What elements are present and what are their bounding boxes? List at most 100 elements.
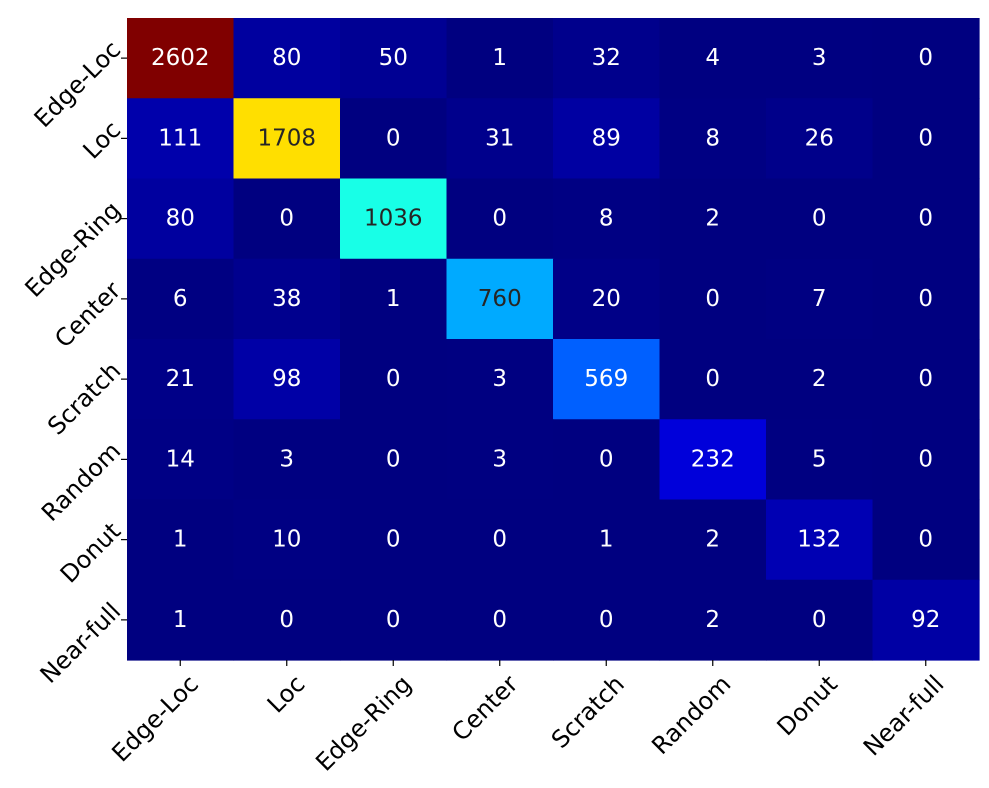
cell-value-label: 1036 — [364, 206, 423, 232]
heatmap-cell — [659, 98, 767, 180]
cell-value-label: 232 — [691, 446, 735, 472]
heatmap-cell — [766, 98, 874, 180]
heatmap-cell — [233, 499, 341, 581]
y-tick-label: Center — [49, 276, 126, 353]
x-tick-label: Loc — [262, 670, 311, 719]
heatmap-cell — [659, 178, 767, 260]
cell-value-label: 21 — [166, 366, 195, 392]
cell-value-label: 5 — [812, 446, 827, 472]
x-tick-label: Center — [447, 670, 524, 747]
cell-value-label: 50 — [379, 45, 408, 71]
heatmap-cell — [127, 18, 235, 99]
cell-value-label: 0 — [705, 286, 720, 312]
cell-value-label: 14 — [166, 446, 195, 472]
cell-value-label: 111 — [158, 125, 202, 151]
heatmap-cell — [766, 419, 874, 501]
cell-value-label: 3 — [279, 446, 294, 472]
cell-value-label: 0 — [812, 607, 827, 633]
heatmap-cell — [233, 18, 341, 99]
heatmap-cell — [233, 579, 341, 661]
heatmap-cell — [766, 18, 874, 99]
cell-value-label: 0 — [918, 45, 933, 71]
y-tick-label: Donut — [55, 517, 126, 588]
x-tick-label: Near-full — [858, 670, 950, 762]
heatmap-cell — [127, 258, 235, 340]
cell-value-label: 0 — [386, 125, 401, 151]
cell-value-label: 2 — [705, 527, 720, 553]
heatmap-cell — [553, 18, 661, 99]
heatmap-cell — [127, 499, 235, 581]
cell-value-label: 0 — [918, 125, 933, 151]
heatmap-cell — [340, 98, 448, 180]
heatmap-cell — [340, 339, 448, 420]
cell-value-label: 0 — [918, 366, 933, 392]
cell-value-label: 0 — [386, 527, 401, 553]
heatmap-cell — [127, 178, 235, 260]
heatmap-cell — [127, 339, 235, 420]
cell-value-label: 38 — [272, 286, 301, 312]
heatmap-cell — [553, 258, 661, 340]
cell-value-label: 1 — [599, 527, 614, 553]
heatmap-cell — [766, 258, 874, 340]
y-tick-label: Edge-Loc — [29, 36, 127, 134]
x-tick-label: Donut — [772, 670, 843, 741]
cell-value-label: 80 — [272, 45, 301, 71]
cell-value-label: 0 — [279, 607, 294, 633]
cell-value-label: 3 — [812, 45, 827, 71]
cell-value-label: 0 — [705, 366, 720, 392]
heatmap-cell — [446, 178, 554, 260]
cell-value-label: 26 — [805, 125, 834, 151]
heatmap-cell — [233, 419, 341, 501]
cell-value-label: 10 — [272, 527, 301, 553]
cell-value-label: 0 — [918, 527, 933, 553]
cell-value-label: 760 — [478, 286, 522, 312]
heatmap-cells — [127, 18, 980, 661]
heatmap-cell — [127, 419, 235, 501]
cell-value-label: 1 — [173, 527, 188, 553]
x-tick-label: Scratch — [546, 670, 630, 754]
cell-value-label: 3 — [492, 446, 507, 472]
cell-value-label: 92 — [911, 607, 940, 633]
x-tick-label: Edge-Ring — [310, 670, 417, 777]
heatmap-cell — [872, 499, 980, 581]
heatmap-cell — [553, 98, 661, 180]
cell-value-label: 1 — [173, 607, 188, 633]
cell-value-label: 80 — [166, 206, 195, 232]
heatmap-cell — [340, 258, 448, 340]
heatmap-cell — [766, 178, 874, 260]
heatmap-cell — [872, 579, 980, 661]
heatmap-cell — [127, 98, 235, 180]
heatmap-cell — [872, 178, 980, 260]
heatmap-cell — [766, 499, 874, 581]
x-axis: Edge-Loc Loc Edge-Ring Center Scratch Random D… — [106, 660, 949, 777]
heatmap-cell — [553, 419, 661, 501]
y-axis: Edge-LocLocEdge-RingCenterScratchRandomD… — [20, 36, 127, 689]
heatmap-cell — [340, 579, 448, 661]
heatmap-cell — [233, 258, 341, 340]
heatmap-cell — [446, 419, 554, 501]
cell-value-label: 0 — [386, 446, 401, 472]
heatmap-cell — [872, 419, 980, 501]
cell-value-label: 132 — [797, 527, 841, 553]
cell-value-label: 98 — [272, 366, 301, 392]
cell-value-label: 6 — [173, 286, 188, 312]
heatmap-cell — [233, 339, 341, 420]
heatmap-cell — [340, 499, 448, 581]
heatmap-cell — [446, 579, 554, 661]
cell-value-label: 20 — [592, 286, 621, 312]
cell-value-label: 31 — [485, 125, 514, 151]
cell-value-label: 89 — [592, 125, 621, 151]
cell-value-label: 569 — [584, 366, 628, 392]
heatmap-cell — [766, 579, 874, 661]
y-tick-label: Loc — [78, 116, 127, 165]
heatmap-cell — [659, 339, 767, 420]
heatmap-cell — [553, 178, 661, 260]
cell-value-label: 0 — [812, 206, 827, 232]
cell-value-label: 32 — [592, 45, 621, 71]
heatmap-cell — [553, 339, 661, 420]
heatmap-cell — [340, 18, 448, 99]
cell-value-label: 7 — [812, 286, 827, 312]
cell-value-label: 0 — [279, 206, 294, 232]
